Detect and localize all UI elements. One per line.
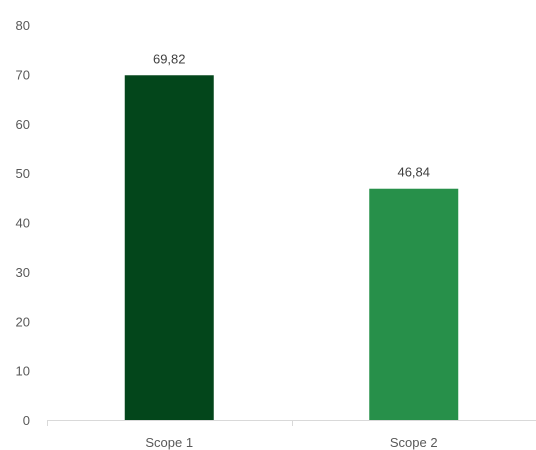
y-tick-label: 10	[16, 364, 30, 379]
bar-scope-1	[124, 75, 214, 421]
category-labels: Scope 1 Scope 2	[145, 435, 437, 450]
x-axis-dividers	[47, 420, 293, 426]
y-tick-label: 50	[16, 166, 30, 181]
bar-scope-2	[369, 188, 459, 420]
y-axis-ticks: 0 10 20 30 40 50 60 70 80	[16, 18, 30, 428]
bars	[124, 75, 459, 421]
data-label: 69,82	[153, 51, 186, 66]
y-tick-label: 0	[23, 413, 30, 428]
data-label: 46,84	[397, 165, 430, 180]
y-tick-label: 20	[16, 314, 30, 329]
data-labels: 69,82 46,84	[153, 51, 430, 179]
y-tick-label: 30	[16, 265, 30, 280]
category-label: Scope 2	[390, 435, 438, 450]
y-tick-label: 70	[16, 67, 30, 82]
y-tick-label: 60	[16, 117, 30, 132]
category-label: Scope 1	[145, 435, 193, 450]
y-tick-label: 80	[16, 18, 30, 33]
y-tick-label: 40	[16, 216, 30, 231]
